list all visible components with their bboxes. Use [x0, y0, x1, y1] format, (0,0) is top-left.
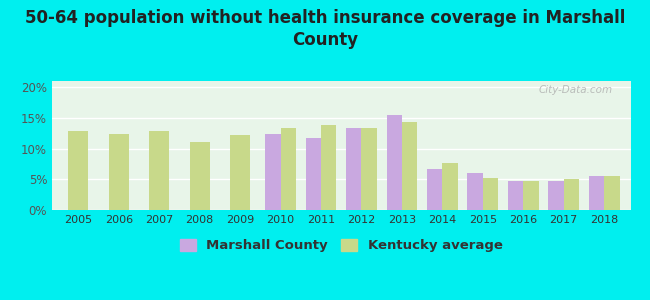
Text: 50-64 population without health insurance coverage in Marshall
County: 50-64 population without health insuranc… [25, 9, 625, 49]
Bar [589, 176, 604, 210]
Legend: Marshall County, Kentucky average: Marshall County, Kentucky average [175, 234, 508, 258]
Bar [321, 125, 337, 210]
Bar [190, 142, 210, 210]
Bar [427, 169, 443, 210]
Bar [109, 134, 129, 210]
Bar [230, 135, 250, 210]
Bar [564, 179, 579, 210]
Bar [523, 181, 539, 210]
Bar [150, 131, 169, 210]
Bar [467, 173, 483, 210]
Bar [549, 181, 564, 210]
Bar [483, 178, 498, 210]
Bar [281, 128, 296, 210]
Bar [346, 128, 361, 210]
Bar [265, 134, 281, 210]
Bar [68, 131, 88, 210]
Bar [604, 176, 619, 210]
Bar [387, 115, 402, 210]
Bar [443, 163, 458, 210]
Bar [306, 138, 321, 210]
Bar [402, 122, 417, 210]
Text: City-Data.com: City-Data.com [539, 85, 613, 95]
Bar [361, 128, 377, 210]
Bar [508, 181, 523, 210]
